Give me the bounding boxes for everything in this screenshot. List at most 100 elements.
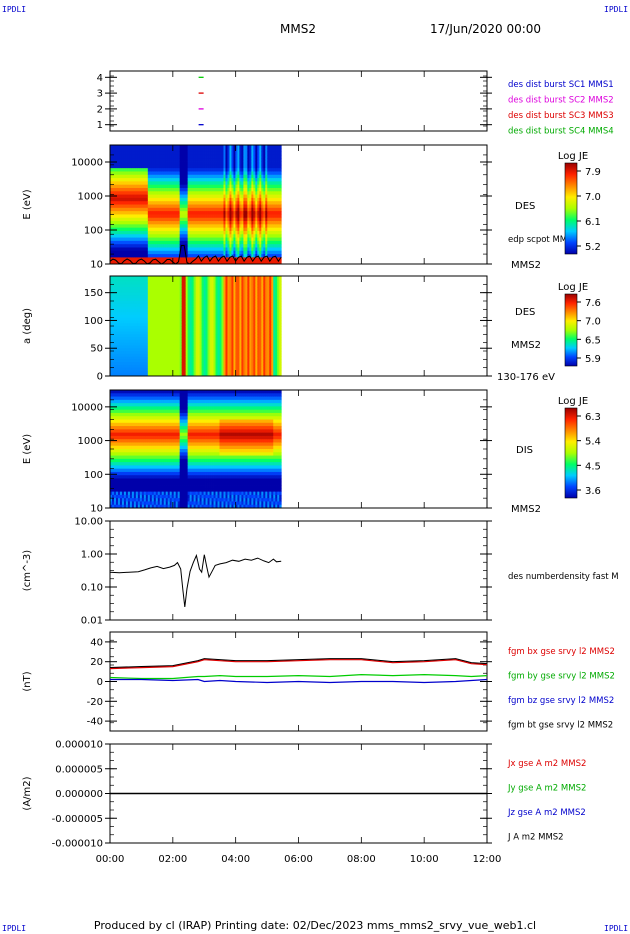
heatmap-cell [113, 334, 117, 338]
heatmap-cell [247, 181, 250, 186]
heatmap-cell [183, 171, 187, 176]
heatmap-cell [249, 221, 252, 225]
heatmap-cell [135, 317, 139, 321]
heatmap-cell [279, 250, 282, 255]
heatmap-cell [207, 148, 210, 153]
heatmap-cell [149, 309, 153, 313]
heatmap-cell [211, 227, 214, 232]
heatmap-cell [205, 184, 208, 189]
heatmap-cell [139, 284, 143, 288]
heatmap-cell [193, 342, 197, 346]
heatmap-cell [145, 260, 149, 265]
heatmap-cell [213, 204, 216, 209]
heatmap-cell [151, 287, 155, 291]
heatmap-cell [195, 367, 198, 371]
heatmap-cell [191, 292, 195, 296]
heatmap-cell [183, 257, 187, 262]
heatmap-cell [181, 221, 185, 225]
heatmap-cell [209, 230, 212, 235]
heatmap-cell [221, 187, 224, 192]
heatmap-cell [211, 230, 214, 235]
heatmap-cell [235, 230, 238, 235]
heatmap-cell [113, 278, 117, 282]
heatmap-cell [275, 227, 278, 232]
heatmap-cell [155, 320, 159, 324]
heatmap-cell [110, 187, 113, 192]
heatmap-cell [145, 362, 149, 366]
heatmap-cell [165, 359, 169, 363]
heatmap-cell [243, 201, 246, 205]
heatmap-cell [139, 353, 143, 357]
heatmap-cell [247, 158, 250, 162]
heatmap-cell [165, 328, 169, 332]
heatmap-cell [123, 214, 127, 219]
heatmap-cell [187, 244, 191, 248]
heatmap-cell [189, 326, 193, 330]
heatmap-cell [193, 184, 197, 189]
heatmap-cell [177, 328, 181, 332]
heatmap-cell [153, 260, 157, 265]
heatmap-cell [175, 161, 179, 166]
heatmap-cell [247, 260, 250, 265]
heatmap-cell [219, 184, 222, 189]
heatmap-cell [241, 191, 244, 195]
heatmap-cell [165, 351, 169, 355]
heatmap-cell [245, 224, 248, 229]
heatmap-cell [159, 337, 163, 341]
heatmap-cell [195, 326, 198, 330]
heatmap-cell [185, 314, 189, 319]
heatmap-cell [203, 260, 206, 265]
heatmap-cell [155, 370, 159, 374]
heatmap-cell [187, 309, 191, 313]
heatmap-cell [231, 204, 234, 209]
heatmap-cell [213, 260, 216, 265]
heatmap-cell [169, 158, 173, 162]
heatmap-cell [143, 178, 147, 182]
heatmap-cell [187, 373, 191, 377]
heatmap-cell [261, 254, 264, 258]
heatmap-cell [115, 254, 119, 258]
heatmap-cell [189, 204, 193, 209]
heatmap-cell [165, 326, 169, 330]
heatmap-cell [265, 197, 268, 202]
heatmap-cell [143, 364, 147, 369]
heatmap-cell [163, 154, 167, 159]
heatmap-cell [115, 314, 119, 319]
heatmap-cell [131, 254, 135, 258]
heatmap-cell [119, 230, 123, 235]
heatmap-cell [163, 260, 167, 265]
heatmap-cell [245, 204, 248, 209]
heatmap-cell [131, 257, 135, 262]
heatmap-cell [119, 323, 123, 327]
heatmap-cell [183, 314, 187, 319]
heatmap-cell [169, 364, 173, 369]
heatmap-cell [149, 254, 153, 258]
heatmap-cell [215, 211, 218, 215]
heatmap-cell [139, 254, 143, 258]
heatmap-cell [113, 314, 117, 319]
heatmap-cell [175, 306, 179, 310]
heatmap-cell [163, 197, 167, 202]
heatmap-cell [197, 194, 200, 199]
heatmap-cell [173, 174, 177, 179]
heatmap-cell [205, 281, 208, 285]
heatmap-cell [169, 295, 173, 299]
heatmap-cell [165, 168, 169, 172]
heatmap-cell [121, 353, 125, 357]
heatmap-cell [247, 224, 250, 229]
heatmap-cell [153, 326, 157, 330]
heatmap-cell [201, 237, 204, 242]
heatmap-cell [269, 227, 272, 232]
heatmap-cell [197, 230, 200, 235]
heatmap-cell [205, 207, 208, 212]
heatmap-cell [189, 184, 193, 189]
heatmap-cell [119, 348, 123, 352]
heatmap-cell [189, 221, 193, 225]
heatmap-cell [155, 234, 159, 238]
heatmap-cell [171, 353, 175, 357]
heatmap-cell [157, 345, 161, 349]
heatmap-cell [245, 171, 248, 176]
heatmap-cell [171, 168, 175, 172]
heatmap-cell [223, 168, 226, 172]
heatmap-cell [139, 314, 143, 319]
